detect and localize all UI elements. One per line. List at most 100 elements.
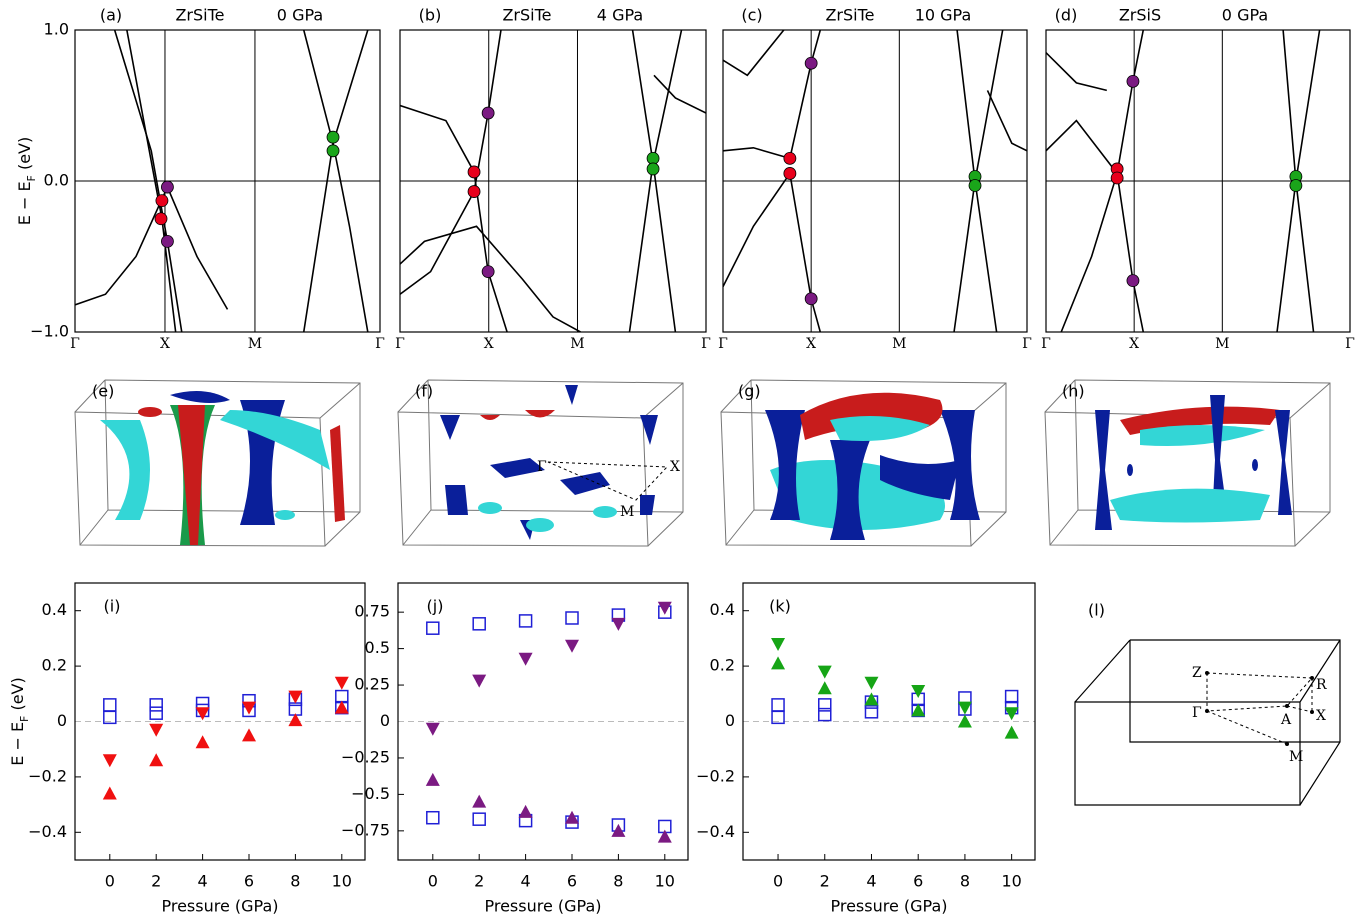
panel-title: ZrSiS [1119, 6, 1161, 25]
point-label: Γ [537, 459, 547, 475]
crossing-point [1126, 74, 1140, 88]
fermi-surface-e [74, 379, 361, 547]
down-triangle-marker [288, 690, 303, 704]
y-tick-label: 0.5 [365, 638, 390, 657]
down-triangle-marker [149, 723, 164, 737]
square-marker [771, 710, 785, 725]
panel-title: ZrSiTe [502, 6, 551, 25]
x-axis-label: Pressure (GPa) [830, 897, 947, 916]
crossing-point [155, 194, 169, 208]
panel-subtitle: 4 GPa [597, 6, 643, 25]
crossing-point [161, 234, 174, 248]
y-tick-label: 0 [57, 711, 67, 730]
point-label: Z [1192, 665, 1202, 681]
plot-frame [74, 582, 366, 861]
panel-label: (d) [1055, 6, 1078, 25]
band [723, 30, 785, 77]
y-axis-label-part: F [18, 716, 31, 722]
up-triangle-marker [472, 794, 487, 808]
y-tick-label: 0.2 [42, 656, 67, 675]
panel-label: (f) [415, 382, 433, 401]
x-tick-label: M [1215, 336, 1229, 352]
x-tick-label: X [160, 336, 170, 352]
x-tick-label: 6 [913, 872, 923, 891]
x-tick-label: 2 [151, 872, 161, 891]
x-tick-label: 6 [244, 872, 254, 891]
point-label: M [620, 504, 634, 520]
panel-label: (l) [1088, 601, 1105, 620]
x-tick-label: Γ [1345, 336, 1355, 352]
crossing-point [1110, 171, 1124, 185]
y-axis-label-part: (eV) [15, 137, 34, 175]
crossing-point [783, 151, 797, 165]
x-tick-label: M [570, 336, 584, 352]
panel-label: (a) [100, 6, 122, 25]
up-triangle-marker [911, 703, 926, 717]
down-triangle-marker [472, 674, 487, 688]
x-tick-label: 10 [655, 872, 675, 891]
y-tick-label: −0.5 [351, 784, 390, 803]
crossing-point [467, 165, 481, 179]
y-tick-label: 0.25 [354, 675, 390, 694]
band [400, 225, 581, 332]
y-tick-label: −0.2 [696, 766, 735, 785]
band [1046, 119, 1145, 332]
point-label: X [670, 459, 680, 475]
up-triangle-marker [864, 692, 879, 706]
crossing-point [154, 212, 168, 226]
x-tick-label: 6 [567, 872, 577, 891]
band [75, 185, 229, 310]
x-tick-label: X [484, 336, 494, 352]
brillouin-zone [1074, 639, 1341, 806]
y-tick-label: −0.25 [341, 747, 390, 766]
crossing-point [326, 144, 340, 158]
crossing-point [968, 179, 982, 192]
y-tick-label: 0 [725, 711, 735, 730]
down-triangle-marker [425, 722, 440, 736]
x-tick-label: M [248, 336, 262, 352]
plot-frame [399, 29, 707, 333]
x-tick-label: Γ [375, 336, 385, 352]
square-marker [103, 698, 117, 712]
fermi-surface-f [397, 379, 684, 547]
panel-label: (i) [104, 597, 121, 616]
crossing-point [646, 162, 660, 176]
square-marker [771, 698, 785, 712]
y-tick-label: 0.4 [710, 600, 735, 619]
panel-subtitle: 0 GPa [277, 6, 323, 25]
up-triangle-marker [817, 681, 832, 695]
band [986, 90, 1027, 152]
down-triangle-marker [911, 685, 926, 699]
down-triangle-marker [518, 652, 533, 666]
up-triangle-marker [288, 713, 303, 727]
x-tick-label: 4 [866, 872, 876, 891]
x-tick-label: 0 [773, 872, 783, 891]
x-tick-label: Γ [1022, 336, 1032, 352]
crossing-point [467, 185, 481, 198]
panel-label: (e) [92, 382, 114, 401]
up-triangle-marker [425, 772, 440, 786]
point-label: X [1316, 708, 1326, 724]
crossing-point [783, 167, 797, 180]
square-marker [472, 812, 486, 826]
down-triangle-marker [957, 701, 972, 715]
down-triangle-marker [334, 676, 349, 690]
point-label: Γ [1192, 705, 1202, 721]
square-marker [1004, 689, 1019, 704]
square-marker [518, 614, 533, 628]
panel-title: ZrSiTe [175, 6, 224, 25]
x-tick-label: 2 [474, 872, 484, 891]
y-tick-label: −1.0 [30, 322, 69, 341]
x-tick-label: 4 [198, 872, 208, 891]
point-label: A [1280, 712, 1292, 728]
up-triangle-marker [195, 735, 210, 749]
panel-label: (k) [769, 597, 791, 616]
x-tick-label: 0 [105, 872, 115, 891]
x-tick-label: X [806, 336, 816, 352]
up-triangle-marker [957, 714, 972, 728]
y-tick-label: 0.4 [42, 600, 67, 619]
fermi-surface-g [720, 379, 1007, 547]
up-triangle-marker [334, 700, 349, 714]
y-axis-label-part: F [25, 175, 38, 181]
down-triangle-marker [1004, 707, 1019, 721]
